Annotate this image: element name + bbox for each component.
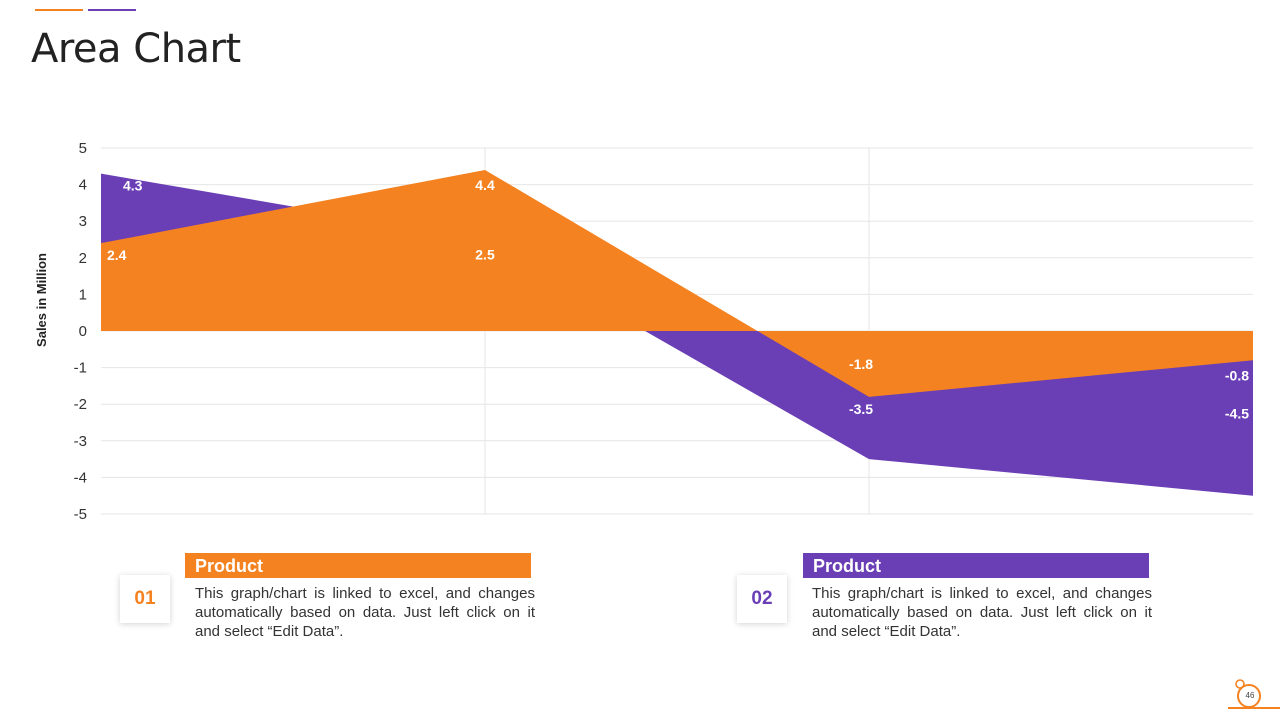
y-tick-label: -1 [74,360,87,377]
product-02-title: Product [803,553,1149,578]
product-01-number: 01 [134,588,156,609]
y-tick-label: -4 [74,469,87,486]
y-tick-label: -3 [74,433,87,450]
y-tick-label: 5 [79,140,87,157]
data-label: 2.5 [475,247,495,263]
product-02-number-box: 02 [737,575,787,623]
slide-title: Area Chart [31,26,241,72]
product-02-description: This graph/chart is linked to excel, and… [812,585,1152,640]
y-tick-label: -2 [74,396,87,413]
data-label: 4.3 [123,178,143,194]
y-tick-label: 3 [79,213,87,230]
title-accent-purple [88,9,136,11]
area-chart: 5 4 3 2 1 0 -1 -2 -3 -4 -5 4.3 2.5 -3.5 -4.5 2.4 4.4 -1.… [34,140,1253,523]
y-axis-ticks: 5 4 3 2 1 0 -1 -2 -3 -4 -5 [74,140,87,523]
y-tick-label: 1 [79,286,87,303]
data-label: -1.8 [849,356,873,372]
page-badge-icon [1228,679,1280,709]
data-label: 4.4 [475,177,495,193]
y-tick-label: -5 [74,506,87,523]
product-01-description: This graph/chart is linked to excel, and… [195,585,535,640]
data-label: -0.8 [1225,367,1249,383]
data-label: -3.5 [849,401,873,417]
title-accent-orange [35,9,83,11]
y-tick-label: 4 [79,177,87,194]
chart-areas [101,169,1253,496]
data-label: 2.4 [107,247,127,263]
y-tick-label: 0 [79,323,87,340]
product-01-title: Product [185,553,531,578]
y-axis-label: Sales in Million [34,253,49,347]
data-label: -4.5 [1225,406,1249,422]
product-02-number: 02 [751,588,773,609]
y-tick-label: 2 [79,250,87,267]
page-number: 46 [1245,691,1255,700]
product-01-number-box: 01 [120,575,170,623]
data-labels: 4.3 2.5 -3.5 -4.5 2.4 4.4 -1.8 -0.8 [107,177,1249,422]
